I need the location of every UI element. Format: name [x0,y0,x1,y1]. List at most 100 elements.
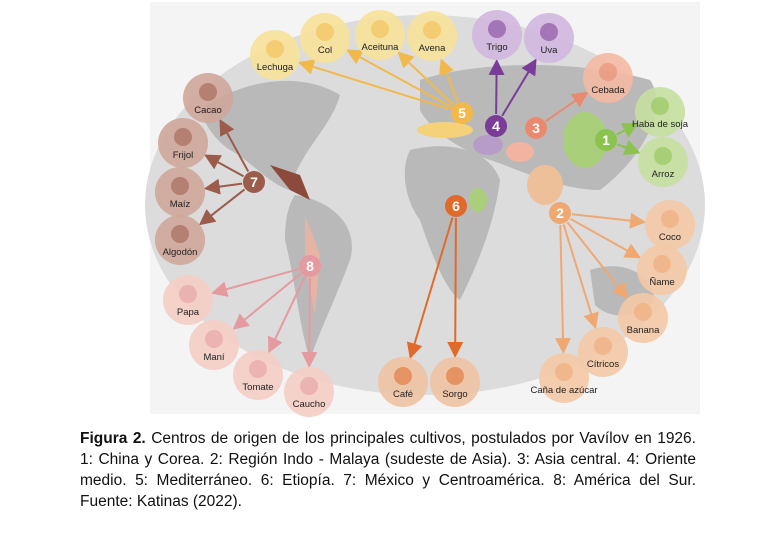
crop-icon [423,21,441,39]
center-label: 4 [492,118,500,134]
crop-label: Banana [627,325,660,336]
arrow [501,58,537,117]
center-label: 3 [532,120,540,136]
arrow [616,123,639,138]
center-circle [299,255,321,277]
crop-icon [488,20,506,38]
crop-icon [249,360,267,378]
nodes: Haba de soja Arroz 1 Coco Ñame Banana Cítricos… [155,10,695,417]
center-label: 8 [306,258,314,274]
map-figure: Haba de soja Arroz 1 Coco Ñame Banana Cítricos… [145,2,705,417]
crop-icon [653,255,671,273]
region-4 [473,135,503,155]
crop-label: Café [393,389,413,400]
crop-icon [555,363,573,381]
crop-label: Cacao [194,105,221,116]
arrow [346,49,452,109]
arrow [268,276,306,354]
center-circle [549,202,571,224]
center-label: 7 [250,174,258,190]
arrow [406,217,454,360]
region-1 [563,112,607,168]
crop-label: Cebada [591,85,625,96]
crop-icon [174,128,192,146]
crop-icon [371,20,389,38]
crop-label: Trigo [486,42,507,53]
arrow [203,178,243,195]
region-7 [270,165,310,200]
center-label: 5 [458,105,466,121]
arrow [219,119,250,172]
crop-icon [654,147,672,165]
center-circle [243,171,265,193]
center-circle [525,117,547,139]
center-circle [451,102,473,124]
arrow [569,217,642,259]
arrow [198,188,246,226]
crop-icon [205,330,223,348]
center-circle [445,195,467,217]
crop-icon [651,97,669,115]
crop-icon [394,367,412,385]
caption-lead: Figura 2. [80,430,146,447]
crop-label: Maíz [170,199,191,210]
crop-label: Maní [203,352,224,363]
crop-icon [199,83,217,101]
crop-label: Uva [541,45,559,56]
arrow [566,221,629,300]
region-5 [417,122,473,138]
region-3 [506,142,534,162]
crop-icon [594,337,612,355]
arrow [297,59,451,111]
crop-label: Algodón [163,247,198,258]
caption-text: Centros de origen de los principales cul… [80,430,696,510]
crop-label: Frijol [173,150,194,161]
crop-label: Tomate [242,382,273,393]
crop-label: Sorgo [442,389,467,400]
region-2 [527,165,563,205]
arrow [545,91,589,122]
arrow [616,140,641,156]
crop-icon [300,377,318,395]
center-label: 2 [556,205,564,221]
arrow [571,212,647,229]
crop-label: Aceituna [362,42,400,53]
crop-icon [171,225,189,243]
arrow [301,277,318,369]
crop-icon [661,210,679,228]
crop-label: Cítricos [587,359,619,370]
center-label: 1 [602,132,610,148]
arrow [447,217,464,359]
crop-icon [171,177,189,195]
south-america [285,195,352,360]
links [198,49,647,369]
arrow [562,224,599,330]
crop-icon [179,285,197,303]
crop-label: Caucho [293,399,326,410]
north-america [200,80,340,190]
center-circle [595,129,617,151]
arrow [211,268,299,297]
crop-label: Haba de soja [632,119,689,130]
crop-label: Col [318,45,332,56]
crop-icon [599,63,617,81]
arrow [488,58,505,115]
crop-icon [540,23,558,41]
crop-label: Caña de azúcar [530,385,597,396]
crop-label: Ñame [649,277,674,288]
arrow [439,58,459,103]
crop-icon [266,40,284,58]
region-6 [469,188,487,212]
crop-icon [634,303,652,321]
caption: Figura 2. Centros de origen de los princ… [80,428,696,512]
crop-icon [446,367,464,385]
crop-label: Arroz [652,169,675,180]
crop-label: Lechuga [257,62,294,73]
center-label: 6 [452,198,460,214]
arrow [204,154,244,178]
crop-label: Coco [659,232,681,243]
arrow [555,224,572,355]
center-circle [485,115,507,137]
africa [404,146,500,300]
